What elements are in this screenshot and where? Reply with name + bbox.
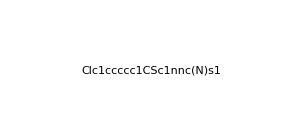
Text: Clc1ccccc1CSc1nnc(N)s1: Clc1ccccc1CSc1nnc(N)s1 <box>82 65 221 75</box>
